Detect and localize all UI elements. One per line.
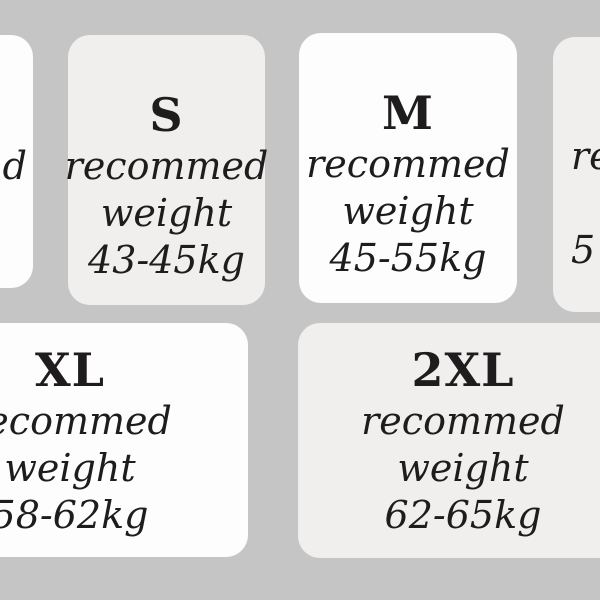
weight-text: weight xyxy=(342,189,474,233)
recommed-text: recommed xyxy=(361,399,565,443)
recommed-text: d xyxy=(2,144,27,188)
weight-range: 62-65kg xyxy=(384,493,542,537)
size-card-xl: XL recommed weight 58-62kg xyxy=(0,323,248,557)
recommed-text: recommed xyxy=(0,399,172,443)
size-label: XL xyxy=(34,343,106,397)
size-label: S xyxy=(149,88,184,142)
size-card-partial-right: re 5 xyxy=(553,37,600,312)
size-label: 2XL xyxy=(411,343,515,397)
size-card-partial-left: d xyxy=(0,35,33,288)
weight-text: weight xyxy=(397,446,529,490)
size-label: M xyxy=(382,86,434,140)
size-card-2xl: 2XL recommed weight 62-65kg xyxy=(298,323,600,558)
recommed-text: re xyxy=(571,134,600,178)
recommed-text: recommed xyxy=(306,142,510,186)
size-card-m: M recommed weight 45-55kg xyxy=(299,33,517,303)
recommed-text: recommed xyxy=(64,144,269,188)
weight-text: weight xyxy=(4,446,136,490)
weight-range: 45-55kg xyxy=(329,236,487,280)
weight-range: 5 xyxy=(571,228,596,272)
weight-text: weight xyxy=(100,191,233,235)
weight-range: 58-62kg xyxy=(0,493,149,537)
size-card-s: S recommed weight 43-45kg xyxy=(65,35,268,305)
weight-range: 43-45kg xyxy=(88,238,245,282)
